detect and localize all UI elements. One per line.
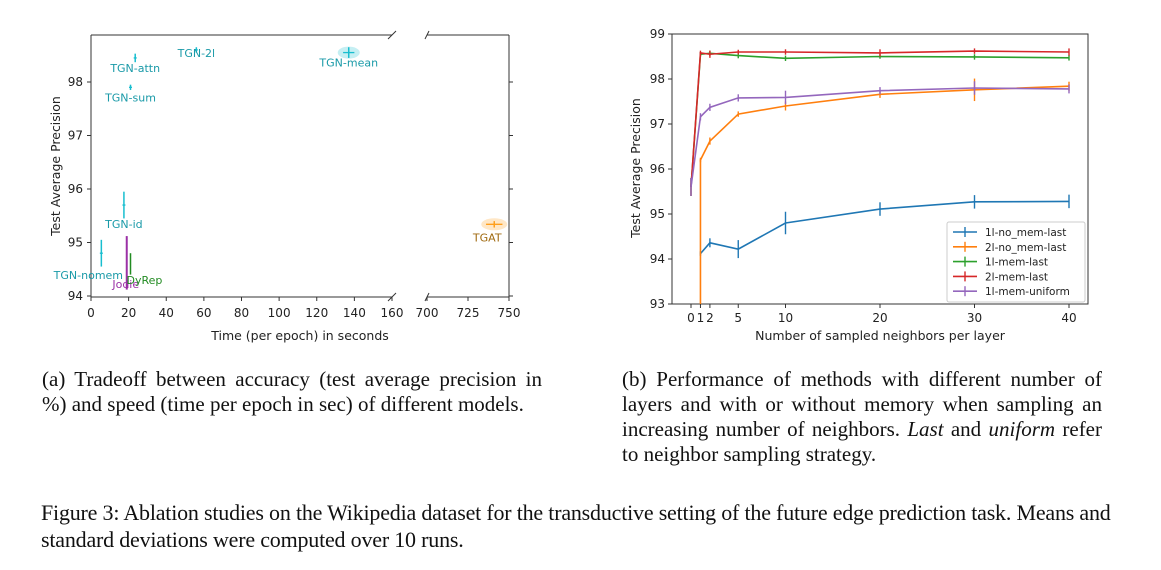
chart-a-ytick-label: 98 — [68, 75, 83, 89]
chart-a-point-label: TGAT — [472, 231, 502, 244]
chart-b-ytick-label: 94 — [650, 252, 665, 266]
chart-a-axis-break-mark — [387, 30, 397, 40]
chart-a-xtick-label: 80 — [234, 306, 249, 320]
caption-b-text-1: (b) Performance of methods with differen… — [622, 367, 1102, 441]
chart-b-series-1l-mem-uniform — [690, 81, 1070, 196]
chart-b-xtick-label: 20 — [872, 311, 887, 325]
chart-b-ytick-label: 93 — [650, 297, 665, 311]
chart-b-legend-label: 1l-mem-uniform — [985, 286, 1070, 298]
chart-a-point-label: TGN-2l — [177, 47, 216, 60]
chart-a-axis-break-mark — [424, 30, 430, 40]
chart-a-xlabel: Time (per epoch) in seconds — [210, 328, 389, 343]
chart-b-xlabel: Number of sampled neighbors per layer — [755, 328, 1006, 343]
chart-b-ytick-label: 97 — [650, 117, 665, 131]
chart-b-series-2l-mem-last — [690, 48, 1070, 196]
chart-a-point-tgn-mean: TGN-mean — [318, 46, 378, 70]
caption-b-uniform: uniform — [988, 417, 1056, 441]
chart-a-point-tgn-attn: TGN-attn — [109, 53, 160, 75]
chart-a-tradeoff: 94 95 96 97 98 0 20 40 60 80 100 120 140 160 700 725 750… — [48, 30, 521, 343]
chart-b-xtick-label: 30 — [967, 311, 982, 325]
chart-a-ytick-label: 95 — [68, 236, 83, 250]
chart-a-xtick-label: 700 — [416, 306, 439, 320]
chart-a-point-jodie: Jodie — [111, 236, 139, 291]
chart-b-legend-label: 1l-mem-last — [985, 257, 1048, 269]
chart-b-ytick-label: 99 — [650, 27, 665, 41]
chart-b-line — [690, 50, 1070, 188]
chart-b-legend-label: 1l-no_mem-last — [985, 227, 1066, 239]
chart-a-point-label: TGN-sum — [104, 91, 156, 104]
chart-b-ytick-label: 95 — [650, 207, 665, 221]
chart-b-line — [699, 85, 1070, 304]
chart-a-xtick-label: 40 — [159, 306, 174, 320]
chart-a-point-label: TGN-mean — [318, 57, 378, 70]
chart-b-xtick-label: 5 — [734, 311, 742, 325]
chart-b-legend: 1l-no_mem-last 2l-no_mem-last 1l-mem-last 2… — [946, 221, 1086, 303]
chart-b-xtick-label: 1 — [697, 311, 705, 325]
chart-a-point-tgn-id: TGN-id — [104, 191, 143, 231]
chart-a-point-label: TGN-nomem — [53, 269, 123, 282]
chart-b-legend-box — [946, 221, 1086, 303]
chart-a-point-tgat: TGAT — [472, 218, 508, 244]
chart-a-ytick-label: 96 — [68, 182, 83, 196]
figure-caption: Figure 3: Ablation studies on the Wikipe… — [41, 500, 1111, 552]
chart-a-point-label: TGN-id — [104, 218, 142, 231]
chart-a-xtick-label: 0 — [87, 306, 95, 320]
caption-a: (a) Tradeoff between accuracy (test aver… — [42, 367, 542, 416]
chart-a-point-tgn-2l: TGN-2l — [177, 47, 216, 60]
chart-b-legend-label: 2l-mem-last — [985, 271, 1048, 283]
chart-a-xtick-label: 160 — [381, 306, 404, 320]
chart-b-legend-label: 2l-no_mem-last — [985, 242, 1066, 254]
chart-a-xtick-label: 20 — [121, 306, 136, 320]
chart-a-ylabel: Test Average Precision — [48, 96, 63, 237]
chart-a-xtick-label: 100 — [268, 306, 291, 320]
chart-a-point-tgn-nomem: TGN-nomem — [53, 239, 123, 282]
chart-a-xtick-label: 140 — [343, 306, 366, 320]
caption-b-last: Last — [907, 417, 944, 441]
chart-a-point-tgn-sum: TGN-sum — [104, 84, 156, 104]
chart-a-point-label: TGN-attn — [109, 62, 160, 75]
chart-a-ytick-label: 94 — [68, 289, 83, 303]
chart-b-line — [690, 52, 1070, 188]
chart-b-series-1l-mem-last — [690, 50, 1070, 196]
chart-b-xtick-label: 0 — [687, 311, 695, 325]
chart-a-xtick-label: 725 — [457, 306, 480, 320]
chart-b-xtick-label: 10 — [778, 311, 793, 325]
chart-a-point-dyrep: DyRep — [127, 253, 163, 287]
chart-a-point-label: Jodie — [111, 278, 139, 291]
caption-b-text-2: and — [943, 417, 989, 441]
caption-b-text-3: refer to neighbor sampling strategy. — [622, 417, 1103, 466]
chart-b-line — [690, 87, 1070, 188]
caption-b: (b) Performance of methods with differen… — [622, 367, 1102, 467]
chart-b-xtick-label: 40 — [1061, 311, 1076, 325]
chart-b-ytick-label: 98 — [650, 72, 665, 86]
chart-b-neighbors: 93 94 95 96 97 98 99 0 1 2 5 10 20 30 40 1l-no_mem-las… — [628, 27, 1089, 343]
chart-b-ylabel: Test Average Precision — [628, 98, 643, 239]
chart-b-xtick-label: 2 — [706, 311, 714, 325]
chart-a-xtick-label: 120 — [305, 306, 328, 320]
chart-a-xtick-label: 750 — [498, 306, 521, 320]
chart-a-ytick-label: 97 — [68, 129, 83, 143]
chart-a-xtick-label: 60 — [196, 306, 211, 320]
chart-a-point-label: DyRep — [127, 274, 163, 287]
chart-b-ytick-label: 96 — [650, 162, 665, 176]
